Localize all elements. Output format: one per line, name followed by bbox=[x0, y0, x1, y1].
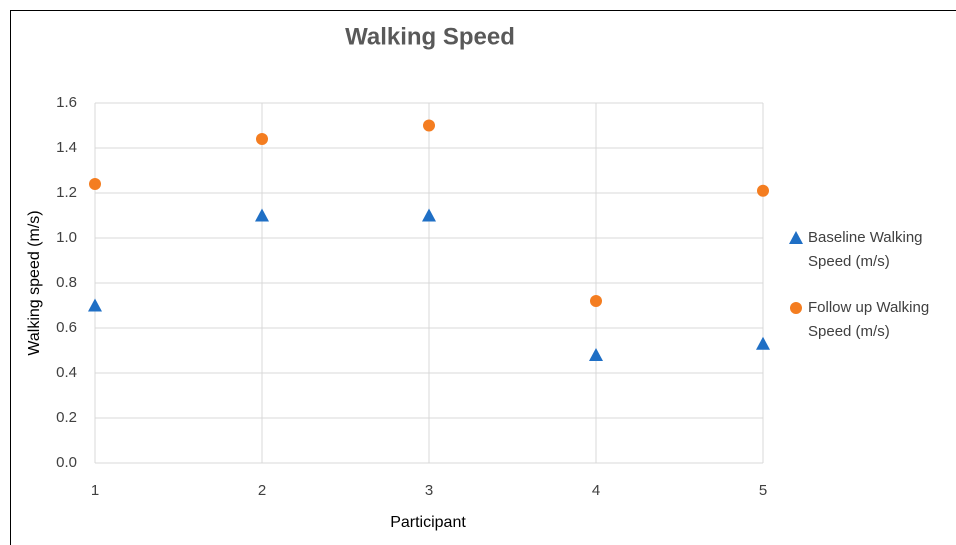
y-tick-label: 0.2 bbox=[56, 409, 77, 426]
x-tick-label: 3 bbox=[425, 482, 433, 499]
chart-title: Walking Speed bbox=[345, 23, 515, 50]
legend-marker bbox=[790, 302, 802, 314]
data-point bbox=[256, 133, 268, 145]
y-tick-label: 1.2 bbox=[56, 184, 77, 201]
data-point bbox=[255, 208, 269, 222]
y-tick-label: 0.0 bbox=[56, 454, 77, 471]
data-point bbox=[757, 184, 769, 197]
data-point bbox=[423, 119, 435, 132]
y-tick-label: 0.8 bbox=[56, 274, 77, 291]
data-point bbox=[590, 295, 602, 307]
x-axis-label: Participant bbox=[390, 514, 466, 531]
y-tick-label: 0.4 bbox=[56, 364, 77, 381]
y-axis-label: Walking speed (m/s) bbox=[26, 210, 43, 355]
data-point bbox=[589, 348, 603, 361]
y-tick-label: 1.6 bbox=[56, 94, 77, 111]
x-tick-label: 5 bbox=[759, 482, 767, 499]
y-tick-label: 1.4 bbox=[56, 139, 77, 156]
legend-label: Baseline Walking Speed (m/s) bbox=[808, 229, 923, 270]
x-tick-label: 2 bbox=[258, 482, 266, 499]
data-point bbox=[756, 336, 770, 350]
legend-marker bbox=[789, 231, 803, 244]
data-point bbox=[88, 298, 102, 312]
data-point bbox=[422, 208, 436, 222]
chart-border bbox=[10, 10, 956, 545]
data-point bbox=[89, 178, 101, 190]
x-tick-label: 1 bbox=[91, 482, 99, 499]
y-tick-label: 0.6 bbox=[56, 319, 77, 336]
y-tick-label: 1.0 bbox=[56, 229, 77, 246]
x-tick-label: 4 bbox=[592, 482, 600, 499]
legend-label: Follow up Walking Speed (m/s) bbox=[808, 299, 930, 340]
